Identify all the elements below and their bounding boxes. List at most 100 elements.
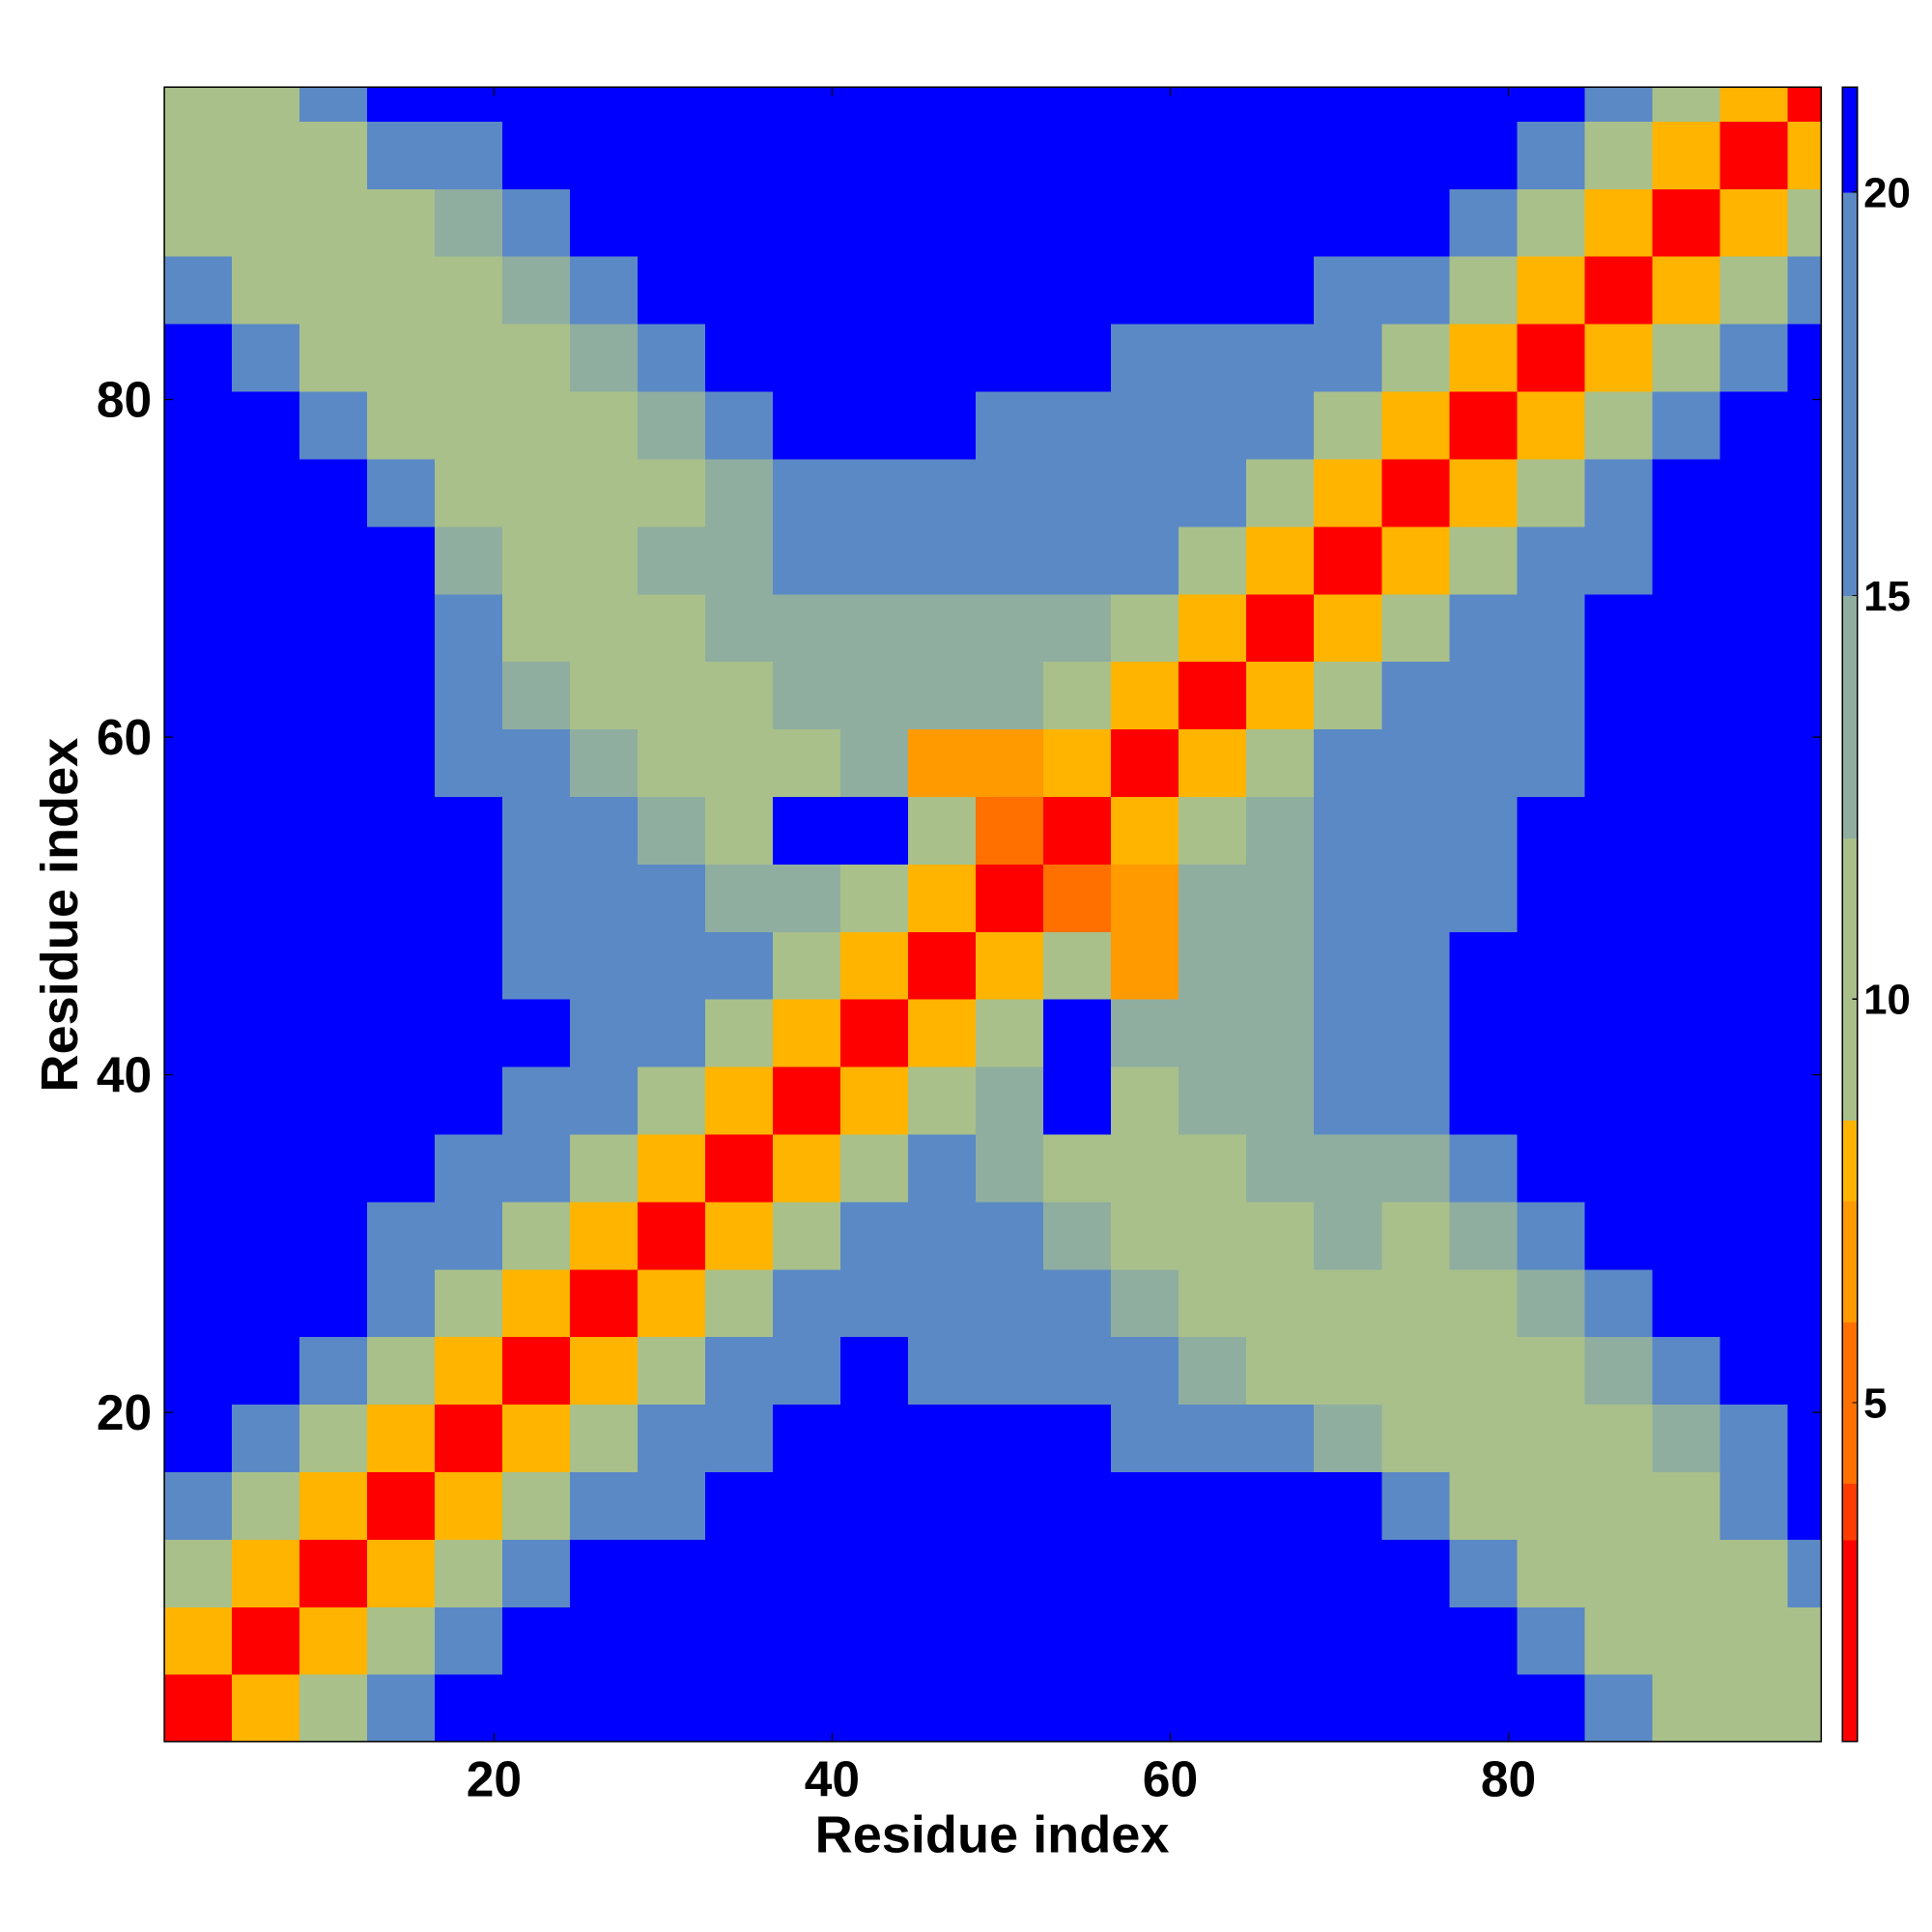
heatmap-cell [1314,1065,1383,1135]
heatmap-cell [908,255,977,325]
heatmap-cell [1246,998,1316,1067]
heatmap-cell [1652,1606,1721,1675]
heatmap-cell [1043,930,1112,1000]
heatmap-cell [1246,1268,1316,1338]
heatmap-cell [367,1673,436,1743]
heatmap-cell [908,323,977,392]
heatmap-cell [299,323,368,392]
heatmap-cell [1043,323,1112,392]
heatmap-cell [435,864,503,932]
heatmap-cell [976,121,1044,189]
heatmap-cell [232,864,300,932]
heatmap-cell [1381,1133,1451,1203]
heatmap-cell [435,188,503,257]
colorbar-band [1842,87,1858,193]
heatmap-cell [164,323,233,392]
heatmap-cell [1517,1606,1586,1675]
heatmap-cell [908,930,977,1000]
heatmap-cell [1381,121,1451,189]
heatmap-cell [1179,1133,1248,1203]
heatmap-cell [976,930,1044,1000]
heatmap-cell [773,1268,841,1338]
heatmap-cell [840,930,909,1000]
heatmap-cell [299,728,368,797]
colorbar-tick-label: 5 [1863,1379,1887,1427]
heatmap-cell [705,255,774,325]
heatmap-cell [435,1673,503,1743]
heatmap-cell [367,1133,436,1203]
heatmap-cell [232,661,300,730]
heatmap-cell [638,1404,706,1472]
heatmap-cell [1246,1065,1316,1135]
heatmap-cell [1787,121,1823,189]
heatmap-cell [1719,1673,1789,1743]
heatmap-cell [232,1471,300,1540]
heatmap-cell [705,1133,774,1203]
heatmap-cell [1043,121,1112,189]
heatmap-cell [1449,1539,1519,1607]
colorbar-tick-label: 15 [1863,573,1911,620]
heatmap-cell [1517,1404,1586,1472]
heatmap-cell [976,661,1044,730]
heatmap-cell [1111,796,1180,865]
heatmap-cell [773,1065,841,1135]
heatmap-cell [1314,323,1383,392]
heatmap-cell [976,1539,1044,1607]
heatmap-cell [840,1606,909,1675]
heatmap-cell [570,1539,639,1607]
heatmap-cell [1787,255,1823,325]
heatmap-cell [1517,1336,1586,1406]
heatmap-cell [1652,661,1721,730]
heatmap-cell [840,390,909,460]
heatmap-cell [1517,390,1586,460]
heatmap-cell [502,1268,571,1338]
heatmap-cell [908,1201,977,1270]
heatmap-cell [908,1133,977,1203]
heatmap-cell [1449,121,1519,189]
heatmap-cell [1381,864,1451,932]
heatmap-cell [638,458,706,527]
heatmap-cell [299,188,368,257]
heatmap-cell [1584,1673,1654,1743]
heatmap-cell [1719,255,1789,325]
heatmap-cell [164,1201,233,1270]
heatmap-cell [502,121,571,189]
heatmap-cell [1314,998,1383,1067]
heatmap-cell [1719,121,1789,189]
heatmap-cell [367,593,436,663]
heatmap-cell [705,1065,774,1135]
heatmap-cell [232,458,300,527]
heatmap-cell [367,390,436,460]
heatmap-cell [367,998,436,1067]
heatmap-cell [976,323,1044,392]
heatmap-cell [638,1201,706,1270]
heatmap-cell [908,1268,977,1338]
heatmap-cell [299,87,368,122]
heatmap-cell [840,1336,909,1406]
heatmap-cell [435,593,503,663]
heatmap-cell [1584,255,1654,325]
heatmap-cell [1449,661,1519,730]
heatmap-cell [570,458,639,527]
heatmap-cell [1449,1471,1519,1540]
heatmap-cell [570,864,639,932]
heatmap-cell [164,1133,233,1203]
heatmap-cell [367,121,436,189]
heatmap-cell [638,188,706,257]
heatmap-cell [1449,255,1519,325]
heatmap-cell [976,526,1044,595]
heatmap-cell [1719,930,1789,1000]
heatmap-cell [1314,930,1383,1000]
heatmap-cell [1179,864,1248,932]
heatmap-cell [1787,188,1823,257]
heatmap-cell [502,458,571,527]
heatmap-cell [299,1065,368,1135]
heatmap-cell [1111,930,1180,1000]
heatmap-cell [1787,1404,1823,1472]
heatmap-cell [367,1336,436,1406]
heatmap-cell [164,1471,233,1540]
heatmap-cell [164,1539,233,1607]
heatmap-cell [1314,526,1383,595]
heatmap-cell [705,458,774,527]
heatmap-cell [840,323,909,392]
